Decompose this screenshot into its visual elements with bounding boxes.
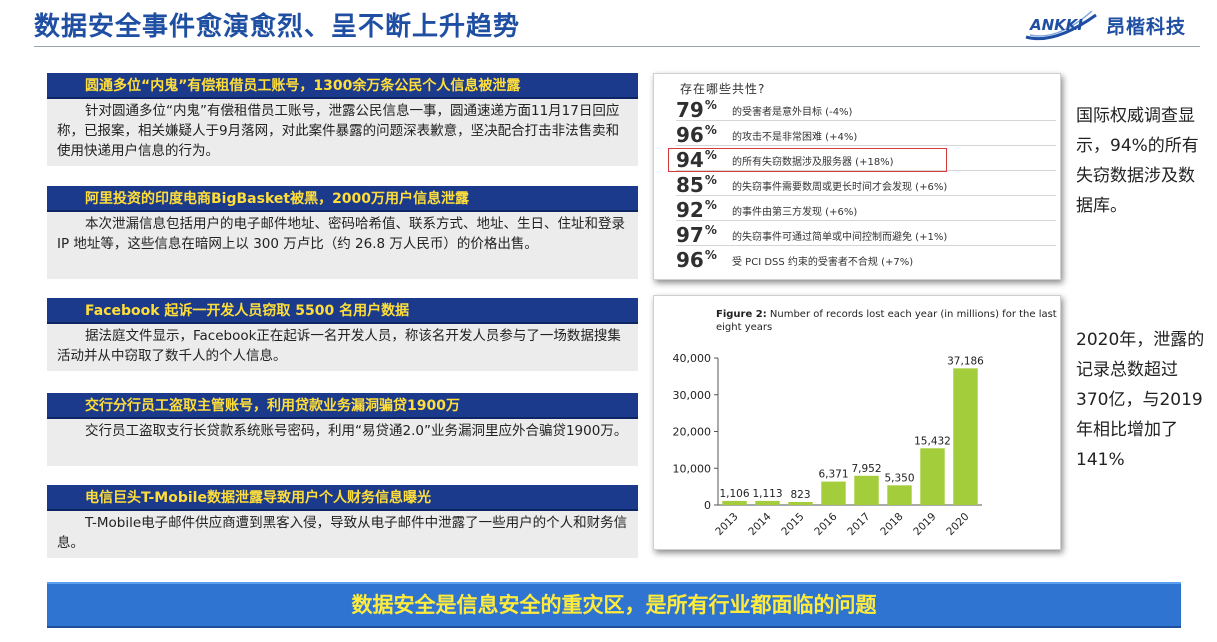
x-tick-label: 2019 bbox=[911, 511, 938, 538]
news-item: 交行分行员工盗取主管账号，利用贷款业务漏洞骗贷1900万 交行员工盗取支行长贷款… bbox=[47, 393, 638, 466]
bar-2015 bbox=[788, 501, 813, 505]
chart-title-line-1: Number of records lost each year (in mil… bbox=[770, 309, 1057, 320]
stat-percent: 96% bbox=[676, 248, 717, 272]
conclusion-banner: 数据安全是信息安全的重灾区，是所有行业都面临的问题 bbox=[47, 582, 1181, 628]
survey-stat-row: 96% 的攻击不是非常困难 (+4%) bbox=[676, 123, 1056, 147]
news-body: T-Mobile电子邮件供应商遭到黑客入侵，导致从电子邮件中泄露了一些用户的个人… bbox=[47, 511, 638, 558]
x-tick-label: 2018 bbox=[878, 511, 905, 538]
news-item: 电信巨头T-Mobile数据泄露导致用户个人财务信息曝光 T-Mobile电子邮… bbox=[47, 485, 638, 558]
bar-2020 bbox=[953, 368, 978, 505]
news-headline: Facebook 起诉一开发人员窃取 5500 名用户数据 bbox=[47, 298, 638, 324]
news-body: 交行员工盗取支行长贷款系统账号密码，利用“易贷通2.0”业务漏洞里应外合骗贷19… bbox=[47, 419, 638, 466]
news-headline: 电信巨头T-Mobile数据泄露导致用户个人财务信息曝光 bbox=[47, 485, 638, 511]
stat-description: 受 PCI DSS 约束的受害者不合规 (+7%) bbox=[732, 257, 914, 268]
news-item: Facebook 起诉一开发人员窃取 5500 名用户数据 据法庭文件显示，Fa… bbox=[47, 298, 638, 371]
survey-stat-row: 92% 的事件由第三方发现 (+6%) bbox=[676, 198, 1056, 222]
news-body: 本次泄漏信息包括用户的电子邮件地址、密码哈希值、联系方式、地址、生日、住址和登录… bbox=[47, 212, 638, 279]
survey-heading: 存在哪些共性? bbox=[680, 82, 766, 96]
bar-value-label: 1,113 bbox=[752, 488, 782, 500]
stat-percent: 94% bbox=[676, 148, 717, 172]
survey-stat-row: 79% 的受害者是意外目标 (-4%) bbox=[676, 98, 1056, 122]
x-tick-label: 2013 bbox=[713, 511, 740, 538]
survey-stat-row: 85% 的失窃事件需要数周或更长时间才会发现 (+6%) bbox=[676, 173, 1056, 197]
bar-value-label: 37,186 bbox=[947, 355, 984, 367]
news-body: 针对圆通多位“内鬼”有偿租借员工账号，泄露公民信息一事，圆通速递方面11月17日… bbox=[47, 99, 638, 166]
title-divider bbox=[34, 46, 1200, 47]
survey-summary-text: 国际权威调查显示，94%的所有失窃数据涉及数据库。 bbox=[1076, 106, 1199, 216]
stat-percent: 79% bbox=[676, 98, 717, 122]
y-tick-label: 20,000 bbox=[673, 426, 712, 439]
logo-swoosh-icon bbox=[1025, 10, 1097, 41]
stat-description: 的失窃事件可通过简单或中间控制而避免 (+1%) bbox=[732, 232, 948, 243]
stat-description: 的事件由第三方发现 (+6%) bbox=[732, 207, 858, 218]
bar-2014 bbox=[755, 500, 780, 505]
bar-value-label: 15,432 bbox=[914, 435, 951, 447]
x-tick-label: 2015 bbox=[779, 511, 806, 538]
x-tick-label: 2016 bbox=[812, 510, 840, 538]
survey-stat-row: 94% 的所有失窃数据涉及服务器 (+18%) bbox=[676, 148, 1056, 172]
survey-stat-row: 96% 受 PCI DSS 约束的受害者不合规 (+7%) bbox=[676, 248, 1056, 272]
stat-description: 的失窃事件需要数周或更长时间才会发现 (+6%) bbox=[732, 182, 948, 193]
stat-percent: 92% bbox=[676, 198, 717, 222]
news-headline: 交行分行员工盗取主管账号，利用贷款业务漏洞骗贷1900万 bbox=[47, 393, 638, 419]
x-tick-label: 2020 bbox=[944, 511, 971, 538]
bar-2019 bbox=[920, 448, 945, 505]
x-tick-label: 2017 bbox=[845, 511, 872, 538]
chart-title-line-2: eight years bbox=[716, 322, 772, 333]
bar-value-label: 6,371 bbox=[818, 469, 848, 481]
bar-value-label: 1,106 bbox=[719, 488, 749, 500]
page-title: 数据安全事件愈演愈烈、呈不断上升趋势 bbox=[34, 12, 521, 42]
records-summary-text: 2020年，泄露的记录总数超过 370亿，与2019年相比增加了141% bbox=[1076, 330, 1205, 470]
bar-2017 bbox=[854, 475, 879, 505]
bar-2013 bbox=[722, 500, 747, 505]
news-headline: 圆通多位“内鬼”有偿租借员工账号，1300余万条公民个人信息被泄露 bbox=[47, 73, 638, 99]
chart-title-prefix: Figure 2: bbox=[716, 309, 767, 320]
y-tick-label: 10,000 bbox=[673, 462, 712, 475]
bar-value-label: 7,952 bbox=[851, 463, 881, 475]
y-tick-label: 40,000 bbox=[673, 352, 712, 365]
news-headline: 阿里投资的印度电商BigBasket被黑，2000万用户信息泄露 bbox=[47, 186, 638, 212]
news-item: 圆通多位“内鬼”有偿租借员工账号，1300余万条公民个人信息被泄露 针对圆通多位… bbox=[47, 73, 638, 166]
records-lost-bar-chart: Figure 2: Number of records lost each ye… bbox=[673, 309, 1057, 538]
bar-2016 bbox=[821, 481, 846, 505]
bar-2018 bbox=[887, 485, 912, 505]
stat-percent: 97% bbox=[676, 223, 717, 247]
svg-text:Figure 2: Number: Figure 2: Number of records lost each ye… bbox=[716, 309, 1057, 320]
stat-description: 的所有失窃数据涉及服务器 (+18%) bbox=[732, 157, 894, 168]
stat-description: 的攻击不是非常困难 (+4%) bbox=[732, 132, 858, 143]
chart-panel: Figure 2: Number of records lost each ye… bbox=[653, 295, 1061, 550]
survey-panel: 存在哪些共性? 79% 的受害者是意外目标 (-4%) 96% 的攻击不是非常困… bbox=[653, 73, 1061, 280]
news-body: 据法庭文件显示，Facebook正在起诉一名开发人员，称该名开发人员参与了一场数… bbox=[47, 324, 638, 371]
logo-wordmark-en: ANKKI bbox=[1030, 16, 1083, 34]
news-item: 阿里投资的印度电商BigBasket被黑，2000万用户信息泄露 本次泄漏信息包… bbox=[47, 186, 638, 279]
y-tick-label: 30,000 bbox=[673, 389, 712, 402]
x-tick-label: 2014 bbox=[746, 510, 774, 538]
stat-percent: 85% bbox=[676, 173, 717, 197]
bar-value-label: 823 bbox=[790, 489, 810, 501]
y-tick-label: 0 bbox=[704, 499, 711, 512]
logo-wordmark-cn: 昂楷科技 bbox=[1106, 16, 1187, 38]
stat-percent: 96% bbox=[676, 123, 717, 147]
stat-description: 的受害者是意外目标 (-4%) bbox=[732, 107, 853, 118]
stat-highlight-box bbox=[668, 148, 947, 172]
bar-value-label: 5,350 bbox=[884, 472, 914, 484]
company-logo: ANKKI 昂楷科技 bbox=[1024, 7, 1204, 43]
survey-stat-row: 97% 的失窃事件可通过简单或中间控制而避免 (+1%) bbox=[676, 223, 1056, 247]
